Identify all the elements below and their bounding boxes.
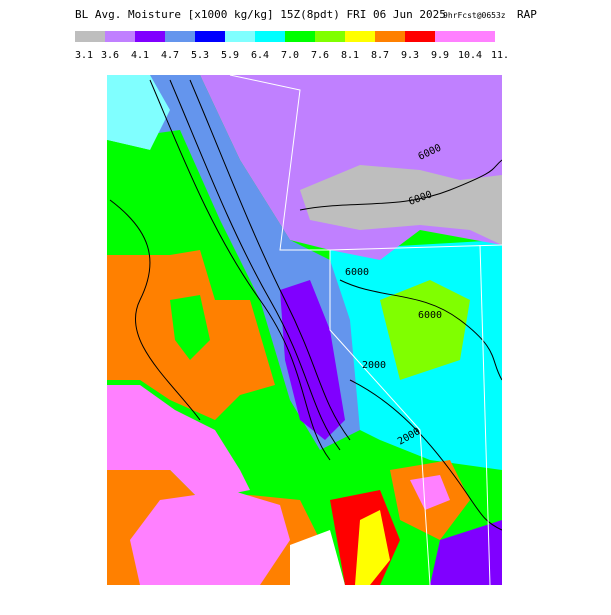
legend-label: 3.6 bbox=[101, 50, 119, 61]
legend-label: 4.1 bbox=[131, 50, 149, 61]
field-pink-se bbox=[410, 475, 450, 510]
border-line bbox=[229, 75, 330, 251]
field-white bbox=[290, 530, 345, 585]
legend-label: 9.9 bbox=[431, 50, 449, 61]
contour-line bbox=[169, 79, 341, 451]
model-label: RAP bbox=[517, 8, 537, 21]
contour-line bbox=[189, 79, 351, 441]
legend-label: 7.0 bbox=[281, 50, 299, 61]
legend-label: 8.1 bbox=[341, 50, 359, 61]
contour-label: 6000 bbox=[345, 267, 369, 278]
field-gray bbox=[300, 165, 502, 245]
state-borders bbox=[229, 75, 502, 585]
legend-label: 11. bbox=[491, 50, 509, 61]
field-purple-se bbox=[430, 520, 502, 585]
field-green-nw bbox=[107, 140, 190, 255]
legend-swatch bbox=[75, 31, 105, 42]
contour-line bbox=[149, 79, 331, 461]
legend-swatch bbox=[435, 31, 465, 42]
field-purple bbox=[280, 280, 345, 440]
field-lightgreen bbox=[380, 280, 470, 380]
color-legend: 3.1 3.6 4.1 4.7 5.3 5.9 6.4 7.0 7.6 8.1 8.7 9.3 9.9 1… bbox=[75, 31, 509, 61]
legend-swatch bbox=[195, 31, 225, 42]
title: BL Avg. Moisture [x1000 kg/kg] 15Z(8pdt)… bbox=[75, 8, 446, 21]
legend-label: 3.1 bbox=[75, 50, 93, 61]
legend-swatch bbox=[285, 31, 315, 42]
legend-label: 8.7 bbox=[371, 50, 389, 61]
forecast-label: 9hrFcst@0653z bbox=[443, 11, 506, 20]
field-green-patch bbox=[170, 295, 210, 360]
legend-swatch bbox=[255, 31, 285, 42]
legend-label: 9.3 bbox=[401, 50, 419, 61]
legend-swatch bbox=[105, 31, 135, 42]
contour-label: 6000 bbox=[418, 310, 442, 321]
legend-swatch bbox=[315, 31, 345, 42]
legend-label: 4.7 bbox=[161, 50, 179, 61]
border-line bbox=[479, 244, 491, 585]
legend-label: 6.4 bbox=[251, 50, 269, 61]
legend-swatch bbox=[465, 31, 495, 42]
field-pink bbox=[107, 385, 250, 500]
contour-line bbox=[349, 379, 502, 531]
border-line bbox=[329, 250, 431, 585]
contour-line bbox=[339, 279, 502, 381]
contour-label: 2000 bbox=[362, 360, 386, 371]
map-field: 6000 6000 6000 6000 2000 2000 bbox=[107, 75, 502, 585]
border-line bbox=[329, 244, 502, 251]
legend-label: 7.6 bbox=[311, 50, 329, 61]
field-yellow bbox=[355, 510, 390, 585]
legend-label: 10.4 bbox=[458, 50, 482, 61]
legend-swatch bbox=[405, 31, 435, 42]
field-lightcyan bbox=[107, 75, 170, 150]
legend-swatch bbox=[345, 31, 375, 42]
legend-label: 5.9 bbox=[221, 50, 239, 61]
legend-label: 5.3 bbox=[191, 50, 209, 61]
contours bbox=[109, 79, 502, 531]
field-pink-south bbox=[130, 490, 290, 585]
legend-swatch bbox=[165, 31, 195, 42]
contour-line bbox=[109, 199, 201, 421]
legend-swatch bbox=[225, 31, 255, 42]
legend-swatch bbox=[135, 31, 165, 42]
legend-swatch bbox=[375, 31, 405, 42]
contour-line bbox=[299, 159, 502, 211]
